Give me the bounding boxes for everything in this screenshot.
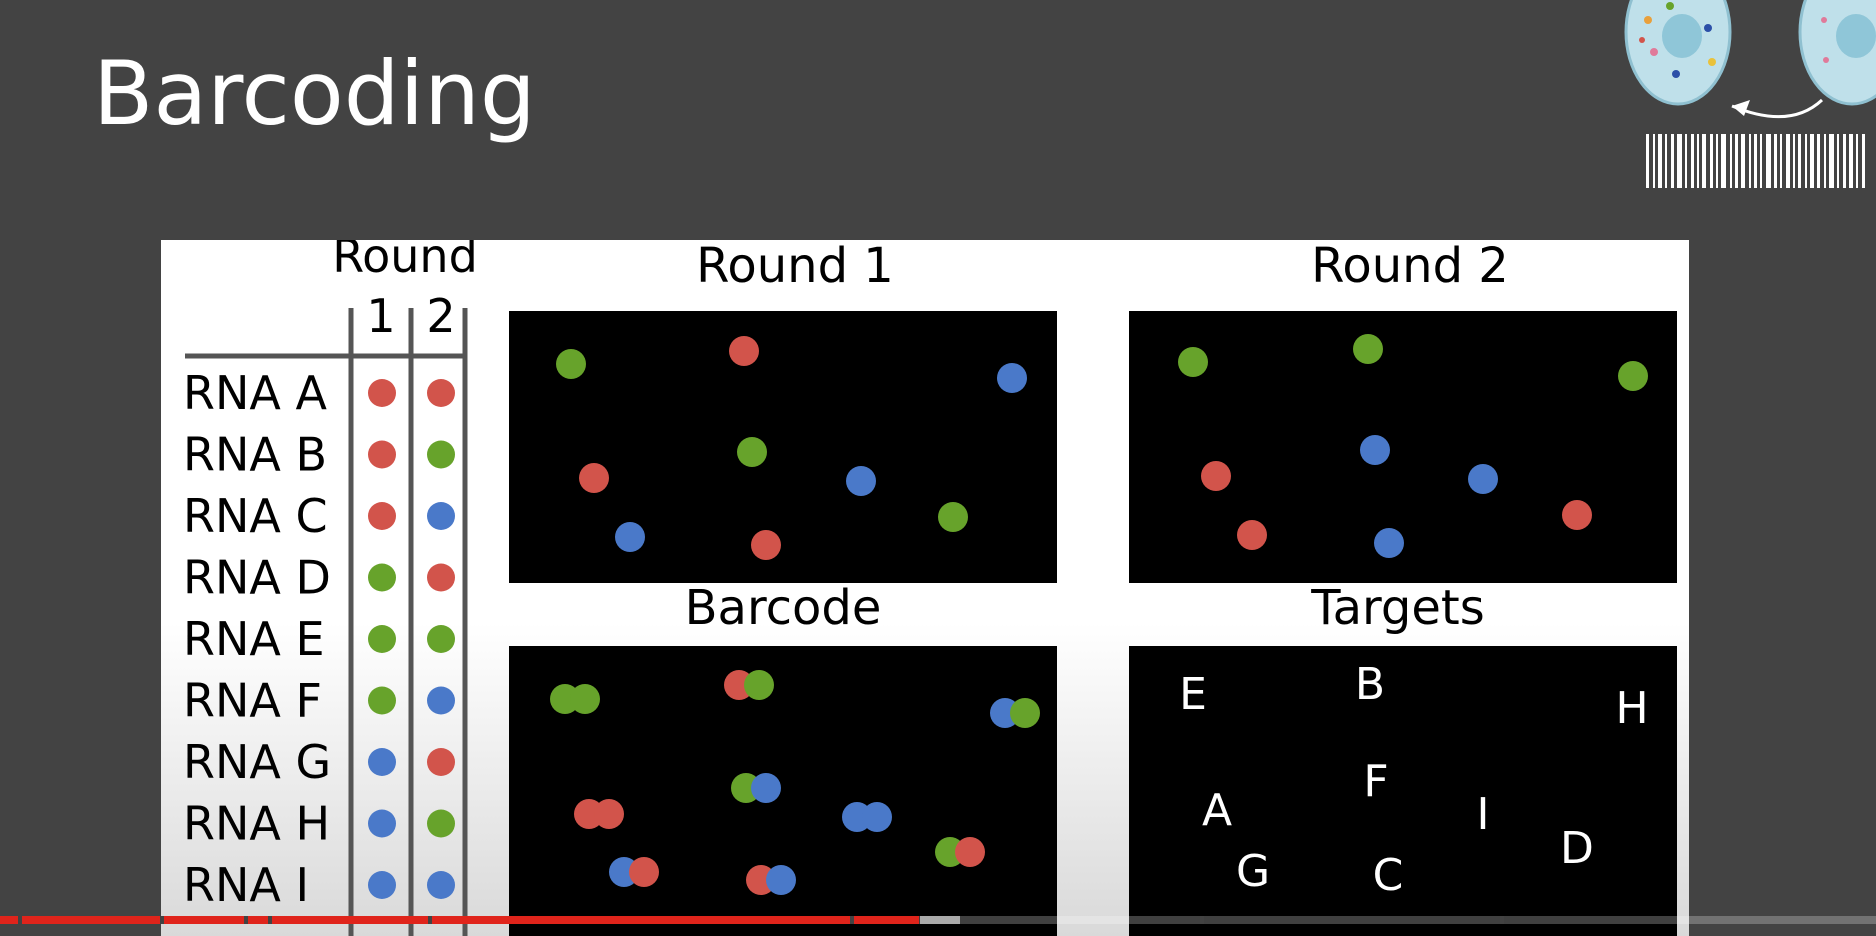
chapter-divider — [244, 916, 248, 924]
target-label-g: G — [1236, 846, 1270, 897]
spot-dot — [1353, 334, 1383, 364]
round1-dot — [368, 748, 396, 776]
chapter-divider — [850, 916, 854, 924]
barcode-dot-round2 — [955, 837, 985, 867]
table-row-label: RNA D — [183, 551, 331, 605]
round2-dot — [427, 502, 455, 530]
spot-dot — [1618, 361, 1648, 391]
barcode-dot-round2 — [744, 670, 774, 700]
chapter-divider — [1500, 916, 1504, 924]
round1-dot — [368, 686, 396, 715]
target-label-c: C — [1373, 850, 1404, 901]
target-label-b: B — [1355, 659, 1385, 710]
round2-dot — [427, 563, 455, 592]
table-row-label: RNA G — [183, 735, 331, 789]
target-label-d: D — [1560, 823, 1594, 874]
spot-dot — [1178, 347, 1208, 377]
barcode-title: Barcode — [685, 580, 882, 636]
cell-barcode-icon — [1624, 0, 1876, 188]
table-row-label: RNA C — [183, 489, 328, 543]
spot-dot — [997, 363, 1027, 393]
chapter-divider — [160, 916, 164, 924]
round2-dot — [427, 379, 455, 407]
chapter-divider — [428, 916, 432, 924]
table-rows: RNA A RNA B RNA C RNA D RNA E RNA F RNA G RNA H… — [183, 366, 455, 912]
round1-image — [509, 311, 1057, 583]
table-row-label: RNA E — [183, 612, 325, 666]
target-label-h: H — [1615, 683, 1648, 734]
spot-dot — [751, 530, 781, 560]
target-label-f: F — [1363, 756, 1388, 807]
targets-title: Targets — [1310, 580, 1485, 636]
table-round-2-label: 2 — [426, 289, 455, 343]
round1-dot — [368, 625, 396, 653]
barcode-dots — [550, 670, 1040, 895]
spot-dot — [579, 463, 609, 493]
figure-svg: Round 1 2 RNA A RNA B RNA C RNA D RNA E RNA F… — [183, 240, 1677, 936]
barcode-dot-round2 — [570, 684, 600, 714]
round1-dot — [368, 502, 396, 530]
video-buffered-bar — [920, 916, 960, 924]
table-row-label: RNA H — [183, 797, 330, 851]
table-row-label: RNA A — [183, 366, 327, 420]
spot-dot — [729, 336, 759, 366]
slide-title: Barcoding — [93, 42, 536, 145]
target-label-a: A — [1202, 785, 1232, 836]
spot-dot — [615, 522, 645, 552]
target-label-i: I — [1477, 789, 1490, 840]
spot-dot — [846, 466, 876, 496]
table-row-label: RNA B — [183, 428, 327, 482]
chapter-divider — [268, 916, 272, 924]
spot-dot — [1237, 520, 1267, 550]
round1-dot — [368, 440, 396, 469]
round2-dot — [427, 809, 455, 838]
spot-dot — [1374, 528, 1404, 558]
barcode-dot-round2 — [629, 857, 659, 887]
barcode-dot-round2 — [594, 799, 624, 829]
barcode-dot-round2 — [862, 802, 892, 832]
chapter-divider — [18, 916, 22, 924]
barcode-dot-round2 — [1010, 698, 1040, 728]
round2-title: Round 2 — [1311, 240, 1509, 294]
spot-dot — [1468, 464, 1498, 494]
spot-dot — [737, 437, 767, 467]
spot-dot — [938, 502, 968, 532]
barcode-dot-round2 — [766, 865, 796, 895]
round1-dots — [556, 336, 1027, 560]
spot-dot — [1201, 461, 1231, 491]
table-row-label: RNA I — [183, 858, 309, 912]
video-progress-bar[interactable] — [0, 916, 1876, 924]
barcoding-figure: Round 1 2 RNA A RNA B RNA C RNA D RNA E RNA F… — [161, 240, 1689, 936]
round2-dot — [427, 748, 455, 776]
targets-image — [1129, 646, 1677, 936]
barcode-dot-round2 — [751, 773, 781, 803]
target-label-e: E — [1179, 669, 1207, 720]
round2-dot — [427, 686, 455, 715]
round1-title: Round 1 — [696, 240, 894, 294]
spot-dot — [1562, 500, 1592, 530]
round2-dot — [427, 440, 455, 469]
chapter-divider — [1200, 916, 1204, 924]
round2-dot — [427, 871, 455, 899]
video-progress-fill — [0, 916, 920, 924]
round2-dots — [1178, 334, 1648, 558]
spot-dot — [1360, 435, 1390, 465]
round2-dot — [427, 625, 455, 653]
table-header-round: Round — [332, 240, 478, 283]
spot-dot — [556, 349, 586, 379]
table-round-1-label: 1 — [366, 289, 395, 343]
round1-dot — [368, 871, 396, 899]
round1-dot — [368, 809, 396, 838]
table-row-label: RNA F — [183, 674, 322, 728]
round1-dot — [368, 379, 396, 407]
round1-dot — [368, 563, 396, 592]
